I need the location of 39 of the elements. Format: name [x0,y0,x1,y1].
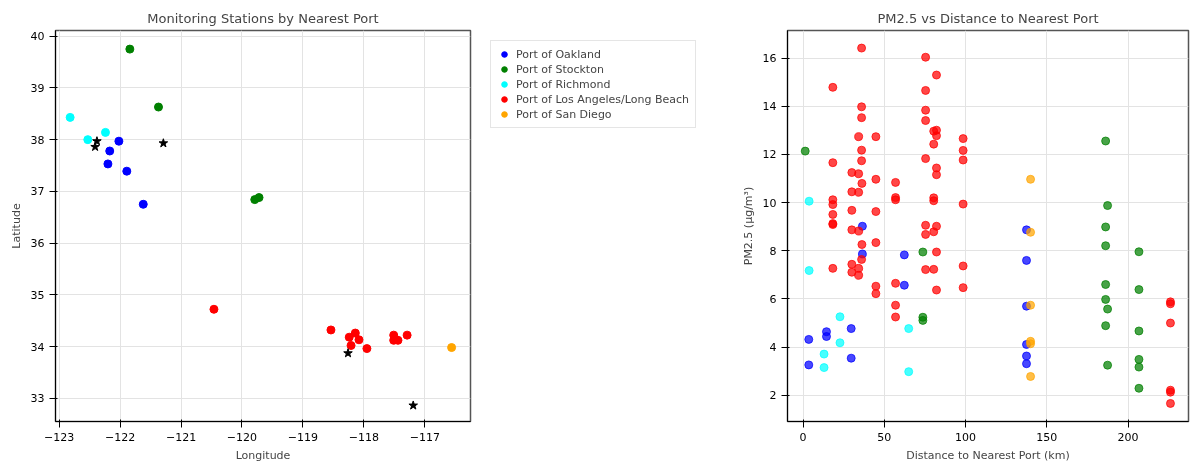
x-tick-label: −120 [226,430,258,444]
y-tick-label: 37 [30,185,45,199]
y-tick-label: 8 [769,244,777,258]
y-tick-label: 38 [30,133,45,147]
x-axis-title: Longitude [235,448,291,462]
chart-title: Monitoring Stations by Nearest Port [147,10,379,26]
y-tick-label: 6 [769,292,777,306]
y-tick-label: 33 [30,392,45,406]
legend-label: Port of San Diego [516,107,612,121]
chart-title: PM2.5 vs Distance to Nearest Port [877,10,1099,26]
y-tick-label: 36 [30,237,45,251]
x-tick-label: 0 [799,430,807,444]
y-axis-title: Latitude [9,203,23,249]
x-axis-title: Distance to Nearest Port (km) [906,448,1070,462]
x-tick-label: 100 [955,430,977,444]
x-tick-label: −123 [44,430,75,444]
x-tick-label: −119 [287,430,319,444]
y-tick-label: 16 [762,52,777,66]
y-tick-label: 14 [762,100,777,114]
y-tick-label: 35 [30,288,45,302]
y-tick-label: 40 [30,30,45,44]
y-tick-label: 12 [762,148,777,162]
y-tick-label: 39 [30,81,45,95]
x-tick-label: −122 [104,430,136,444]
y-axis-title: PM2.5 (µg/m³) [741,186,755,266]
x-tick-label: 150 [1036,430,1058,444]
x-tick-label: −117 [409,430,440,444]
legend-label: Port of Richmond [516,77,611,91]
legend-label: Port of Los Angeles/Long Beach [516,92,689,106]
x-tick-label: −121 [165,430,197,444]
legend-label: Port of Stockton [516,62,604,76]
y-tick-label: 4 [769,341,777,355]
x-tick-label: 200 [1117,430,1139,444]
x-tick-label: 50 [877,430,892,444]
y-tick-label: 10 [762,196,777,210]
y-tick-label: 34 [30,340,45,354]
legend-label: Port of Oakland [516,47,601,61]
y-tick-label: 2 [769,389,777,403]
x-tick-label: −118 [348,430,379,444]
